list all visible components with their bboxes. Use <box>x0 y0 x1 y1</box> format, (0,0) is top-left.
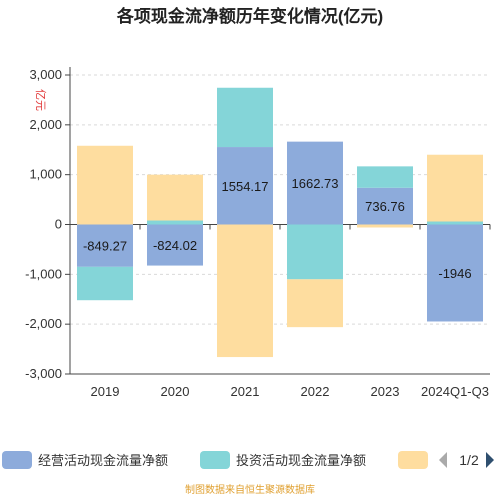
data-label: 1554.17 <box>222 179 269 194</box>
legend-swatch-3[interactable] <box>398 451 428 469</box>
x-tick-label: 2021 <box>231 384 260 399</box>
legend: 经营活动现金流量净额 投资活动现金流量净额 <box>2 451 428 469</box>
bar-series-1[interactable] <box>357 187 413 225</box>
x-tick-label: 2022 <box>301 384 330 399</box>
bar-series-2[interactable] <box>357 166 413 188</box>
data-label: -849.27 <box>83 239 127 254</box>
y-tick-label: 1,000 <box>29 167 62 182</box>
bar-series-2[interactable] <box>77 266 133 301</box>
bar-series-2[interactable] <box>217 87 273 148</box>
bar-series-1[interactable] <box>427 224 483 322</box>
x-tick-label: 2024Q1-Q3 <box>421 384 489 399</box>
x-tick-label: 2019 <box>91 384 120 399</box>
legend-page-indicator: 1/2 <box>459 452 479 468</box>
x-tick-label: 2020 <box>161 384 190 399</box>
legend-swatch-2[interactable] <box>200 451 230 469</box>
bar-series-3[interactable] <box>427 154 483 222</box>
bar-series-1[interactable] <box>77 224 133 267</box>
data-label: 1662.73 <box>292 176 339 191</box>
bar-series-3[interactable] <box>147 174 203 221</box>
bar-series-2[interactable] <box>287 224 343 280</box>
y-tick-label: 2,000 <box>29 117 62 132</box>
data-label: 736.76 <box>365 199 405 214</box>
legend-swatch-1[interactable] <box>2 451 32 469</box>
chart-title: 各项现金流净额历年变化情况(亿元) <box>116 6 383 26</box>
legend-next-icon[interactable] <box>486 452 494 468</box>
source-note: 制图数据来自恒生聚源数据库 <box>185 483 315 496</box>
bar-series-3[interactable] <box>217 224 273 358</box>
bar-series-1[interactable] <box>287 141 343 225</box>
x-axis: 2019 2020 2021 2022 2023 2024Q1-Q3 <box>69 224 491 399</box>
y-tick-label: 0 <box>55 217 62 232</box>
bar-series-1[interactable] <box>217 147 273 225</box>
legend-pager: 1/2 <box>439 452 494 468</box>
y-axis: -3,000 -2,000 -1,000 0 1,000 2,000 3,000 <box>25 67 71 381</box>
bars <box>77 87 483 358</box>
legend-label[interactable]: 经营活动现金流量净额 <box>38 453 168 468</box>
bar-series-2[interactable] <box>147 220 203 225</box>
bar-series-3[interactable] <box>287 279 343 328</box>
bar-series-1[interactable] <box>147 224 203 266</box>
data-labels: -849.27 -824.02 1554.17 1662.73 736.76 -1946 <box>83 176 472 281</box>
legend-prev-icon[interactable] <box>439 452 447 468</box>
data-label: -1946 <box>438 266 471 281</box>
bar-series-3[interactable] <box>77 145 133 225</box>
bar-series-2[interactable] <box>427 221 483 225</box>
x-tick-label: 2023 <box>371 384 400 399</box>
unit-label: 亿元 <box>34 89 47 111</box>
y-tick-label: -1,000 <box>25 266 62 281</box>
data-label: -824.02 <box>153 238 197 253</box>
y-tick-label: 3,000 <box>29 67 62 82</box>
bar-series-3[interactable] <box>357 224 413 228</box>
legend-label[interactable]: 投资活动现金流量净额 <box>236 453 366 468</box>
y-tick-label: -3,000 <box>25 366 62 381</box>
y-tick-label: -2,000 <box>25 316 62 331</box>
